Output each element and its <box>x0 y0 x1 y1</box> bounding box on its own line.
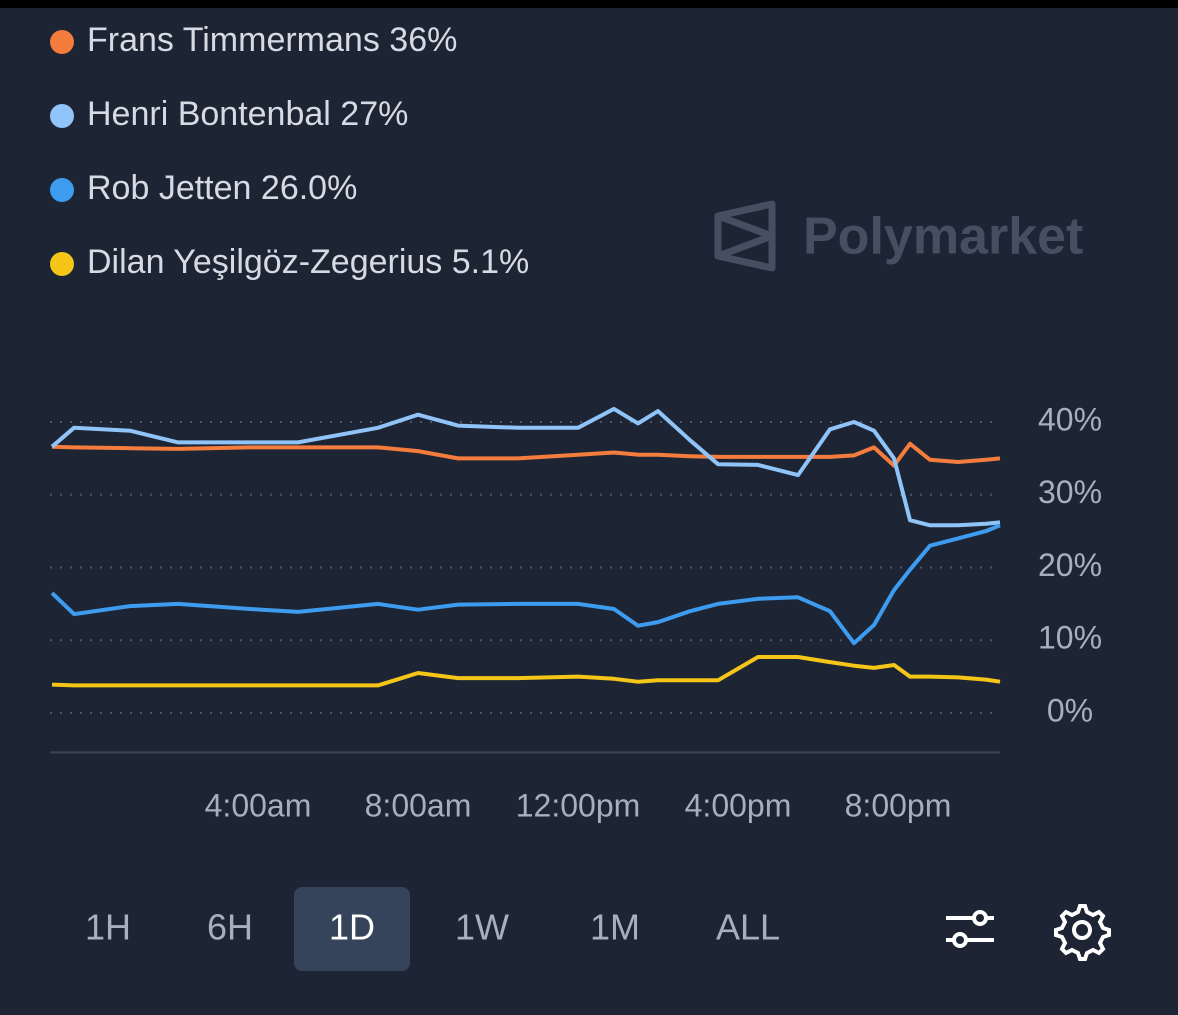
range-button[interactable]: 1D <box>329 907 375 948</box>
range-button[interactable]: 6H <box>207 907 253 948</box>
filter-icon[interactable] <box>946 910 994 948</box>
y-tick-label: 0% <box>1047 692 1093 728</box>
legend-name: Rob Jetten <box>87 169 251 207</box>
watermark-text: Polymarket <box>803 208 1083 266</box>
legend-dot <box>50 30 74 54</box>
x-tick-label: 4:00pm <box>685 787 792 823</box>
y-tick-label: 20% <box>1038 547 1102 583</box>
legend-value: 26.0% <box>261 169 357 207</box>
x-tick-label: 8:00pm <box>845 787 952 823</box>
legend-value: 36% <box>389 21 457 59</box>
background <box>0 8 1178 1015</box>
selected-range-bg <box>294 887 410 971</box>
range-button[interactable]: 1M <box>590 907 640 948</box>
series-line <box>51 655 1001 688</box>
legend-dot <box>50 252 74 276</box>
legend-dot <box>50 104 74 128</box>
settings-icon[interactable] <box>1054 904 1111 961</box>
legend-entry: Rob Jetten 26.0% <box>87 169 357 207</box>
legend-value: 5.1% <box>452 243 530 281</box>
watermark-logo <box>714 200 776 272</box>
y-tick-label: 30% <box>1038 474 1102 510</box>
legend-entry: Dilan Yeşilgöz-Zegerius 5.1% <box>87 243 529 281</box>
y-tick-label: 40% <box>1038 401 1102 437</box>
series-line <box>50 523 1001 646</box>
legend-name: Frans Timmermans <box>87 21 380 59</box>
legend-name: Henri Bontenbal <box>87 95 331 133</box>
legend-entry: Frans Timmermans 36% <box>87 21 457 59</box>
y-tick-label: 10% <box>1038 620 1102 656</box>
series-line <box>51 441 1001 468</box>
series-line <box>50 406 1001 528</box>
legend-entry: Henri Bontenbal 27% <box>87 95 408 133</box>
watermark: Polymarket <box>714 200 1083 272</box>
x-tick-label: 4:00am <box>205 787 312 823</box>
legend-value: 27% <box>340 95 408 133</box>
legend-dot <box>50 178 74 202</box>
legend-name: Dilan Yeşilgöz-Zegerius <box>87 243 442 281</box>
x-tick-label: 8:00am <box>365 787 472 823</box>
range-button[interactable]: 1H <box>85 907 131 948</box>
range-button[interactable]: 1W <box>455 907 509 948</box>
range-button[interactable]: ALL <box>716 907 780 948</box>
x-tick-label: 12:00pm <box>516 787 641 823</box>
